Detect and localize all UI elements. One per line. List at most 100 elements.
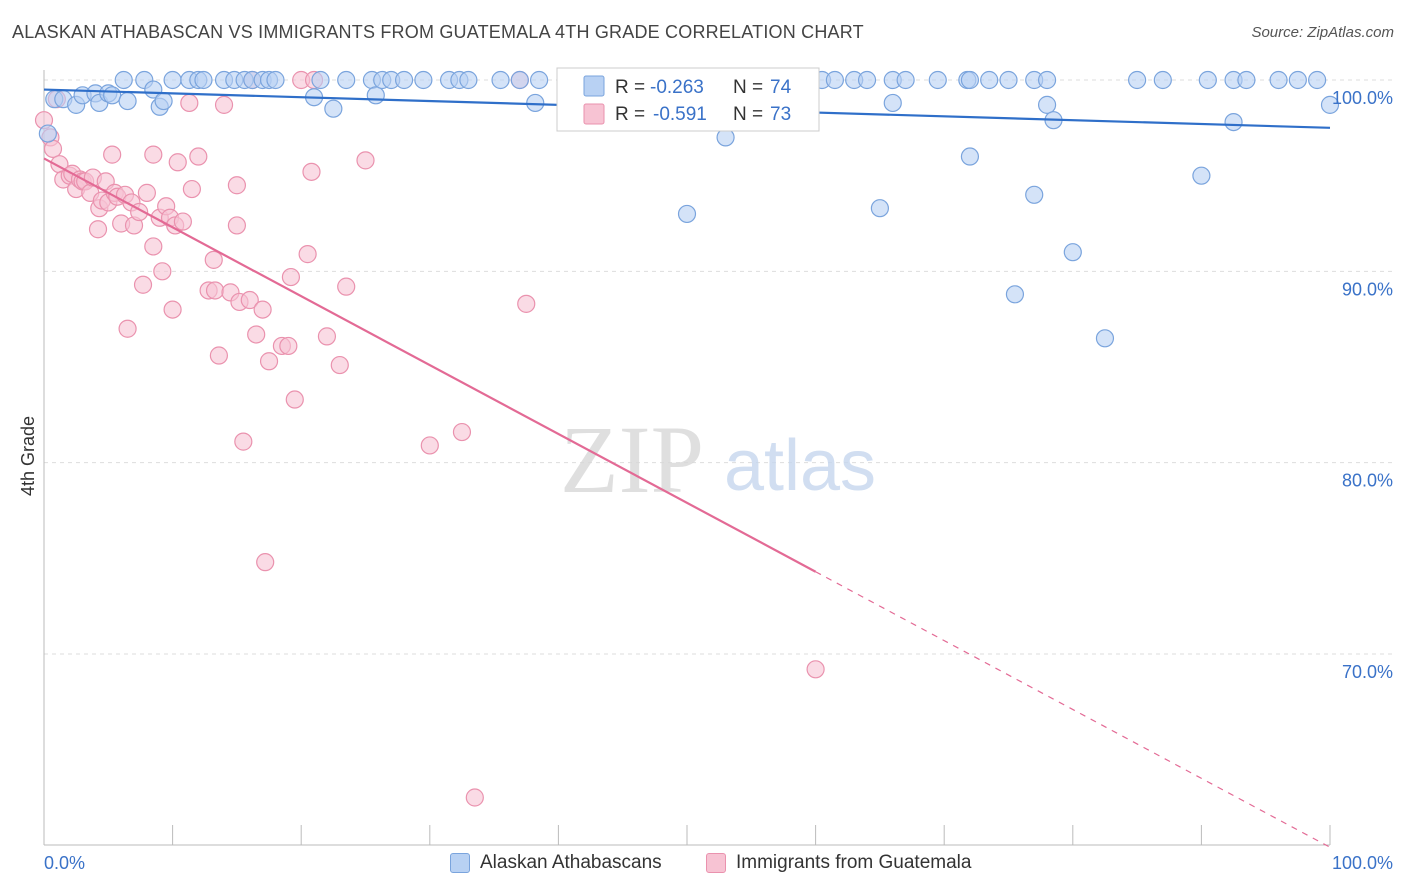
data-point-pink [806, 660, 825, 679]
data-point-pink [465, 788, 484, 807]
legend-item-athabascan: Alaskan Athabascans [450, 852, 662, 874]
trend-line-extension-pink [815, 571, 1331, 848]
data-point-pink [189, 147, 208, 166]
data-point-pink [247, 325, 266, 344]
data-point-pink [168, 153, 187, 172]
y-tick-label: 70.0% [1342, 662, 1393, 682]
data-point-blue [311, 70, 330, 90]
data-point-blue [1224, 112, 1243, 132]
stats-r-label-blue: R = [615, 77, 645, 98]
data-point-blue [194, 70, 213, 90]
data-point-blue [491, 70, 510, 90]
data-point-blue [1320, 95, 1340, 114]
data-point-pink [337, 277, 356, 296]
data-point-blue [928, 70, 947, 90]
legend-swatch-blue [450, 853, 470, 873]
data-point-blue [1237, 70, 1256, 90]
data-point-pink [234, 432, 253, 451]
data-point-pink [256, 553, 275, 572]
stats-n-value-pink: 73 [770, 104, 791, 125]
stats-r-value-pink: -0.591 [653, 104, 707, 125]
watermark-zip: ZIP [560, 406, 704, 513]
x-tick-label-min: 0.0% [44, 853, 85, 873]
data-point-pink [153, 262, 172, 281]
tick-labels: 100.0% 90.0% 80.0% 70.0% 0.0% 100.0% [44, 88, 1393, 873]
legend-label-athabascan: Alaskan Athabascans [480, 852, 662, 873]
data-point-blue [154, 91, 173, 111]
data-point-pink [204, 250, 223, 269]
data-point-blue [114, 70, 133, 90]
data-point-blue [883, 93, 902, 113]
data-point-pink [88, 220, 108, 239]
data-point-blue [510, 70, 529, 90]
data-point-blue [103, 86, 122, 105]
stats-n-label-blue: N = [733, 77, 763, 98]
data-point-pink [227, 176, 246, 195]
watermark-atlas: atlas [724, 426, 876, 506]
data-point-blue [1192, 166, 1211, 185]
data-point-blue [896, 70, 915, 90]
data-point-pink [173, 212, 192, 231]
data-point-blue [870, 199, 890, 218]
data-point-blue [1308, 70, 1327, 90]
data-point-blue [825, 70, 844, 90]
bottom-legend: Alaskan Athabascans Immigrants from Guat… [0, 852, 1406, 878]
data-point-pink [285, 390, 304, 409]
data-point-blue [414, 70, 433, 90]
data-point-pink [302, 162, 321, 181]
data-point-pink [137, 183, 156, 202]
data-point-pink [133, 275, 153, 294]
data-point-pink [420, 436, 439, 455]
stats-swatch-blue [583, 75, 605, 97]
stats-r-label-pink: R = [615, 104, 645, 125]
data-point-blue [366, 86, 385, 105]
data-point-pink [214, 95, 234, 114]
stats-n-value-blue: 74 [770, 77, 792, 98]
data-point-blue [857, 70, 877, 90]
data-point-pink [163, 300, 182, 319]
y-tick-label: 80.0% [1342, 471, 1393, 491]
stats-swatch-pink [583, 103, 605, 125]
data-point-blue [1025, 185, 1044, 204]
source-credit: Source: ZipAtlas.com [1251, 24, 1394, 41]
grid-lines [44, 79, 1392, 655]
data-point-pink [43, 139, 63, 158]
data-point-blue [394, 70, 414, 90]
legend-swatch-pink [706, 853, 726, 873]
data-point-blue [1127, 70, 1147, 90]
data-point-pink [182, 179, 201, 199]
legend-label-guatemala: Immigrants from Guatemala [736, 852, 972, 873]
data-point-pink [259, 352, 279, 371]
data-point-blue [1063, 243, 1082, 262]
data-point-blue [1095, 329, 1115, 348]
series-points-guatemala [34, 70, 825, 807]
data-point-pink [180, 93, 199, 113]
data-point-pink [253, 300, 272, 319]
data-point-pink [118, 319, 137, 338]
y-tick-label: 90.0% [1342, 279, 1393, 299]
data-point-pink [205, 281, 225, 300]
data-point-pink [227, 216, 246, 235]
data-point-pink [240, 290, 259, 310]
data-point-blue [1037, 70, 1057, 90]
y-axis-label: 4th Grade [18, 416, 38, 496]
data-point-blue [118, 91, 137, 111]
x-tick-label-max: 100.0% [1332, 853, 1393, 873]
data-point-blue [980, 70, 999, 90]
data-point-pink [144, 237, 163, 256]
data-point-blue [1198, 70, 1217, 90]
data-point-blue [1269, 70, 1288, 90]
data-point-blue [38, 124, 57, 143]
data-point-pink [330, 355, 349, 375]
stats-legend: R = -0.263 N = 74 R = -0.591 N = 73 [556, 67, 820, 132]
data-point-blue [677, 204, 697, 224]
data-point-blue [337, 70, 356, 90]
data-point-pink [103, 145, 122, 164]
data-point-blue [960, 147, 980, 166]
stats-n-label-pink: N = [733, 104, 763, 125]
data-point-blue [1037, 95, 1057, 114]
data-point-pink [452, 422, 472, 442]
data-point-blue [266, 70, 285, 90]
legend-item-guatemala: Immigrants from Guatemala [706, 852, 971, 874]
